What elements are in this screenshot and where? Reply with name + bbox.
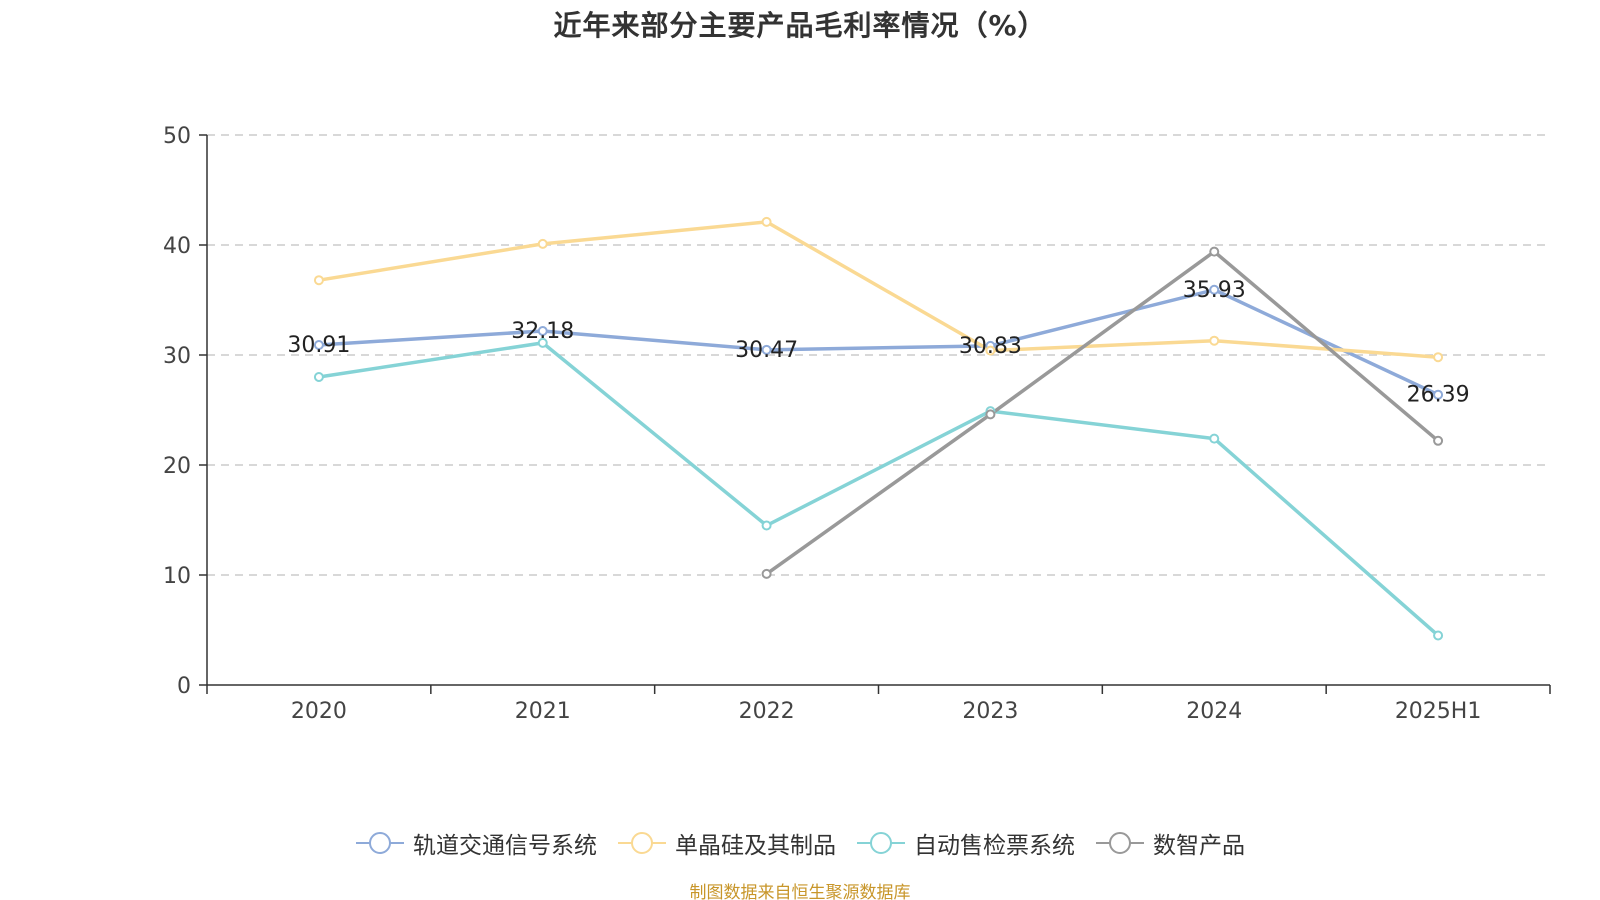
series-point-3	[761, 520, 772, 531]
y-tick-label: 30	[163, 344, 191, 369]
series-point-4	[761, 568, 772, 579]
x-tick-label: 2021	[515, 699, 571, 724]
x-tick-label: 2023	[962, 699, 1018, 724]
x-tick-label: 2024	[1186, 699, 1242, 724]
series-point-2	[1209, 335, 1220, 346]
data-label: 26.39	[1407, 383, 1470, 408]
data-source-note: 制图数据来自恒生聚源数据库	[689, 883, 911, 900]
legend-marker-icon	[1096, 832, 1144, 854]
line-chart-plot: 0 10 20 30 40 50 2020 2021 2022 2023 2024 2025H1 30.…	[163, 124, 1551, 724]
data-label: 32.18	[511, 319, 574, 344]
legend-label: 自动售检票系统	[914, 833, 1075, 859]
data-label: 30.83	[959, 334, 1022, 359]
legend-label: 轨道交通信号系统	[413, 833, 597, 859]
series-point-1	[1209, 284, 1220, 295]
series-point-2	[1433, 352, 1444, 363]
x-tick-label: 2025H1	[1395, 699, 1482, 724]
y-tick-label: 20	[163, 454, 191, 479]
series-point-1	[313, 339, 324, 350]
series-point-2	[313, 275, 324, 286]
series-line-1	[318, 288, 1439, 397]
x-tick-label: 2022	[739, 699, 795, 724]
y-tick-label: 10	[163, 564, 191, 589]
series-line-4	[765, 249, 1440, 576]
legend-item-4[interactable]: 数智产品	[1095, 826, 1245, 860]
y-tick-label: 40	[163, 234, 191, 259]
legend-item-3[interactable]: 自动售检票系统	[856, 826, 1075, 860]
legend-marker-icon	[857, 832, 905, 854]
legend-item-1[interactable]: 轨道交通信号系统	[355, 826, 597, 860]
series-point-3	[1209, 433, 1220, 444]
series-point-1	[1433, 389, 1444, 400]
legend-marker-icon	[618, 832, 666, 854]
series-point-1	[761, 344, 772, 355]
series-point-4	[985, 409, 996, 420]
legend-item-2[interactable]: 单晶硅及其制品	[617, 826, 836, 860]
series-point-2	[537, 238, 548, 249]
data-label: 35.93	[1183, 278, 1246, 303]
series-point-3	[537, 337, 548, 348]
series-line-3	[318, 341, 1440, 637]
series-point-3	[1433, 630, 1444, 641]
series-point-4	[1209, 246, 1220, 257]
series-point-3	[313, 372, 324, 382]
y-tick-label: 50	[163, 124, 191, 149]
y-tick-label: 0	[177, 674, 191, 699]
data-label: 30.47	[735, 338, 798, 363]
chart-title: 近年来部分主要产品毛利率情况（%）	[553, 9, 1047, 42]
data-label: 30.91	[287, 333, 350, 358]
series-line-2	[318, 220, 1439, 359]
x-tick-label: 2020	[291, 699, 347, 724]
legend-marker-icon	[356, 832, 404, 854]
legend-label: 单晶硅及其制品	[675, 833, 836, 859]
series-point-4	[1433, 435, 1444, 446]
chart-legend: 轨道交通信号系统 单晶硅及其制品 自动售检票系统 数智产品	[0, 826, 1600, 860]
series-point-2	[985, 345, 996, 356]
series-point-2	[761, 216, 772, 227]
series-point-1	[537, 326, 548, 337]
legend-label: 数智产品	[1153, 833, 1245, 859]
